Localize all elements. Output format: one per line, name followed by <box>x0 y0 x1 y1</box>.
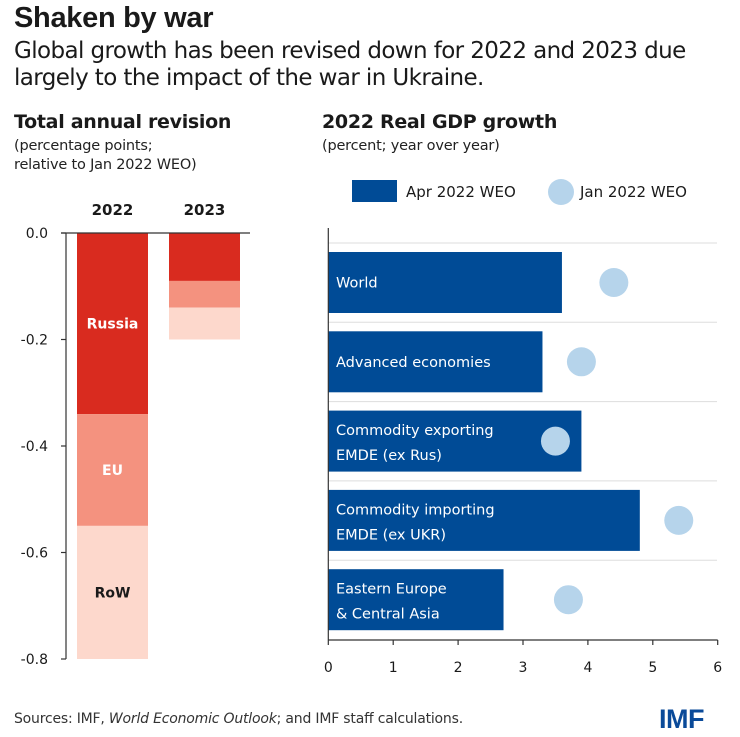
dot-jan-3 <box>664 505 694 535</box>
segment-label-row: RoW <box>95 585 131 601</box>
bar-apr-1 <box>328 331 543 393</box>
chart-subtitle: Global growth has been revised down for … <box>14 38 686 91</box>
left-y-tick-label: -0.6 <box>21 546 48 562</box>
legend-swatch-jan <box>548 179 574 205</box>
imf-logo: IMF <box>659 704 705 734</box>
segment-label-eu: EU <box>102 463 123 479</box>
bar-apr-3 <box>328 489 640 551</box>
bar-apr-4 <box>328 569 504 631</box>
legend-label-apr: Apr 2022 WEO <box>406 183 516 201</box>
x-tick-label: 1 <box>389 660 398 676</box>
sources-suffix: ; and IMF staff calculations. <box>276 711 464 727</box>
left-panel-subtitle-line-2: relative to Jan 2022 WEO) <box>14 157 197 173</box>
category-label-line-2: EMDE (ex UKR) <box>336 527 446 543</box>
bar-segment-russia-2023 <box>169 233 240 281</box>
dot-jan-0 <box>599 268 629 297</box>
legend-swatch-apr <box>352 180 397 202</box>
left-y-tick-label: 0.0 <box>26 226 48 242</box>
segment-label-russia: Russia <box>87 317 139 333</box>
sources-prefix: Sources: IMF, <box>14 711 109 727</box>
right-panel-subtitle: (percent; year over year) <box>322 138 500 154</box>
right-panel-title: 2022 Real GDP growth <box>322 111 558 133</box>
bar-apr-2 <box>328 410 582 472</box>
bar-apr-0 <box>328 252 562 313</box>
category-label-line-1: Eastern Europe <box>336 582 447 598</box>
x-tick-label: 0 <box>324 660 333 676</box>
chart-title: Shaken by war <box>14 2 214 34</box>
category-label-line-2: EMDE (ex Rus) <box>336 448 442 464</box>
left-panel-title: Total annual revision <box>14 111 232 133</box>
sources-note: Sources: IMF, World Economic Outlook; an… <box>14 711 463 727</box>
category-label-line-2: & Central Asia <box>336 607 440 623</box>
left-y-tick-label: -0.2 <box>21 333 48 349</box>
x-tick-label: 2 <box>454 660 463 676</box>
right-horizontal-bar-chart: Apr 2022 WEO Jan 2022 WEO World Advanced ec… <box>324 179 722 676</box>
category-label-line-1: Commodity exporting <box>336 423 494 439</box>
bar-segment-eu-2023 <box>169 280 240 308</box>
bar-segment-row-2023 <box>169 307 240 340</box>
category-label: Advanced economies <box>336 355 491 371</box>
bar-segment-russia-2022 <box>77 233 148 415</box>
category-label-2022: 2022 <box>92 201 134 219</box>
bar-segment-row-2022 <box>77 525 148 659</box>
dot-jan-1 <box>566 347 596 377</box>
x-tick-label: 5 <box>648 660 657 676</box>
x-tick-label: 4 <box>583 660 592 676</box>
x-tick-label: 3 <box>519 660 528 676</box>
sources-italic: World Economic Outlook <box>108 711 277 727</box>
left-y-tick-label: -0.8 <box>21 652 48 668</box>
left-stacked-bar-chart: 2022 2023 Russia EU RoW 0.0 -0.2 -0.4 -0.6 -0.8 <box>21 201 250 668</box>
x-tick-label: 6 <box>713 660 722 676</box>
dot-jan-2 <box>540 426 570 456</box>
left-y-tick-label: -0.4 <box>21 439 48 455</box>
legend-label-jan: Jan 2022 WEO <box>579 183 687 201</box>
left-panel-subtitle-line-1: (percentage points; <box>14 138 153 154</box>
dot-jan-4 <box>553 585 583 615</box>
bar-segment-eu-2022 <box>77 414 148 526</box>
category-label-line-1: Commodity importing <box>336 502 495 518</box>
category-label-2023: 2023 <box>184 201 226 219</box>
category-label: World <box>336 276 378 292</box>
